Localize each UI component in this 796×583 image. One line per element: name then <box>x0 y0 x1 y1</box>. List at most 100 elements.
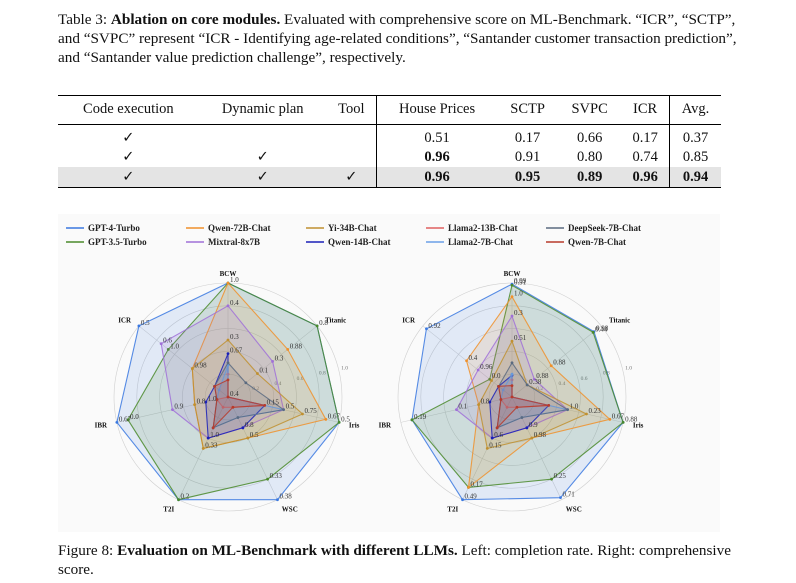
cell-avg: 0.85 <box>669 147 721 167</box>
ring-label: 1.0 <box>625 366 632 372</box>
data-point <box>505 405 509 409</box>
legend-label: Yi-34B-Chat <box>328 223 377 233</box>
data-point <box>271 360 274 363</box>
value-labels: 1.00.80.50.380.20.670.50.330.01.0 0.880.6… <box>119 276 351 501</box>
cell-code-execution: ✓ <box>122 148 135 165</box>
data-point <box>455 408 458 412</box>
data-point <box>263 403 267 407</box>
data-point <box>591 330 595 334</box>
axis-label-ibr: IBR <box>379 422 392 430</box>
table-caption-title: Ablation on core modules. <box>110 11 281 28</box>
data-point <box>510 283 514 287</box>
axis-label-t2i: T2I <box>163 506 174 514</box>
header-house-prices: House Prices <box>375 95 498 125</box>
point-value-label: 0.25 <box>554 472 567 480</box>
cell-sctp: 0.91 <box>514 148 541 165</box>
data-point <box>190 367 194 370</box>
figure-caption-text: Left: completion rate. Right: comprehens… <box>58 542 731 578</box>
data-point <box>231 405 235 409</box>
point-value-label: 0.38 <box>279 493 292 501</box>
table-header-row: Code execution Dynamic plan Tool House P… <box>58 95 721 125</box>
point-value-label: 0.91 <box>514 278 527 286</box>
data-point <box>324 417 328 421</box>
point-value-label: 0.1 <box>458 403 467 411</box>
legend-label: Llama2-13B-Chat <box>448 223 518 233</box>
legend-label: Llama2-7B-Chat <box>448 237 513 247</box>
legend-label: Qwen-14B-Chat <box>328 237 391 247</box>
point-value-label: 0.1 <box>259 367 268 375</box>
data-point <box>213 384 217 388</box>
data-point <box>461 498 464 502</box>
data-point <box>171 408 174 412</box>
table-row: ✓ 0.51 0.17 0.66 0.17 0.37 <box>58 124 721 147</box>
cell-svpc: 0.80 <box>576 148 603 165</box>
point-value-label: 0.88 <box>553 359 566 367</box>
cell-avg: 0.94 <box>669 167 721 188</box>
chart-legend: GPT-4-Turbo GPT-3.5-Turbo Qwen-72B-Chat Mix… <box>66 223 641 247</box>
cell-icr: 0.96 <box>621 167 670 188</box>
point-value-label: 1.0 <box>208 395 217 403</box>
data-point <box>549 364 553 368</box>
axis-label-wsc: WSC <box>282 506 298 514</box>
ring-label: 1.0 <box>341 366 348 372</box>
point-value-label: 1.0 <box>230 276 239 284</box>
data-point <box>226 281 230 285</box>
radar-figure: GPT-4-Turbo GPT-3.5-Turbo Qwen-72B-Chat Mix… <box>66 223 644 514</box>
table-caption-label: Table 3: <box>58 11 108 28</box>
axis-label-ibr: IBR <box>95 422 108 430</box>
point-value-label: 0.0 <box>130 413 139 421</box>
cell-icr: 0.74 <box>632 148 658 165</box>
legend-item: Llama2-13B-Chat <box>426 223 518 233</box>
data-point <box>476 368 480 372</box>
point-value-label: 0.6 <box>494 431 503 439</box>
cell-house-prices: 0.96 <box>375 147 498 167</box>
data-point <box>510 395 514 399</box>
point-value-label: 0.5 <box>286 403 295 411</box>
point-value-label: 0.67 <box>119 415 132 423</box>
data-point <box>221 405 225 409</box>
point-value-label: 0.8 <box>319 319 328 327</box>
data-point <box>559 496 562 500</box>
data-point <box>226 304 230 308</box>
point-value-label: 0.5 <box>141 319 150 327</box>
point-value-label: 0.5 <box>341 415 350 423</box>
data-point <box>467 485 470 489</box>
ring-label: 0.2 <box>252 386 259 392</box>
data-point <box>282 408 285 412</box>
figure-caption-title: Evaluation on ML-Benchmark with differen… <box>117 542 458 559</box>
legend-item: Qwen-7B-Chat <box>546 237 626 247</box>
series-qwen-7b-chat <box>496 385 549 430</box>
data-point <box>166 347 170 351</box>
series-gpt-4-turbo <box>411 283 624 501</box>
data-point <box>159 342 163 346</box>
data-point <box>550 477 553 481</box>
data-point <box>515 405 519 409</box>
point-value-label: 0.8 <box>197 398 206 406</box>
point-value-label: 0.4 <box>230 390 239 398</box>
data-point <box>244 381 248 385</box>
series-gpt-3-5-turbo <box>411 284 624 488</box>
data-point <box>510 314 514 318</box>
cell-sctp: 0.95 <box>497 167 559 188</box>
data-point <box>520 416 524 419</box>
axis-label-bcw: BCW <box>220 270 237 278</box>
axis-label-titanic: Titanic <box>325 317 346 325</box>
point-value-label: 0.71 <box>562 491 575 499</box>
point-value-label: 0.4 <box>469 354 478 362</box>
point-value-label: 0.8 <box>481 398 490 406</box>
data-point <box>276 498 279 502</box>
point-value-label: 0.23 <box>588 407 601 415</box>
point-value-label: 0.98 <box>596 325 609 333</box>
table-caption: Table 3: Ablation on core modules. Evalu… <box>58 10 748 67</box>
table-caption-text: Evaluated with comprehensive score on ML… <box>58 11 737 66</box>
axis-spoke <box>138 325 229 398</box>
point-value-label: 0.75 <box>304 407 317 415</box>
series-qwen-7b-chat <box>212 379 265 430</box>
point-value-label: 0.51 <box>514 334 527 342</box>
legend-label: Qwen-7B-Chat <box>568 237 626 247</box>
point-value-label: 0.33 <box>270 472 283 480</box>
legend-label: Qwen-72B-Chat <box>208 223 271 233</box>
legend-item: GPT-4-Turbo <box>66 223 140 233</box>
series-gpt-3-5-turbo <box>127 282 340 501</box>
data-point <box>510 372 514 376</box>
